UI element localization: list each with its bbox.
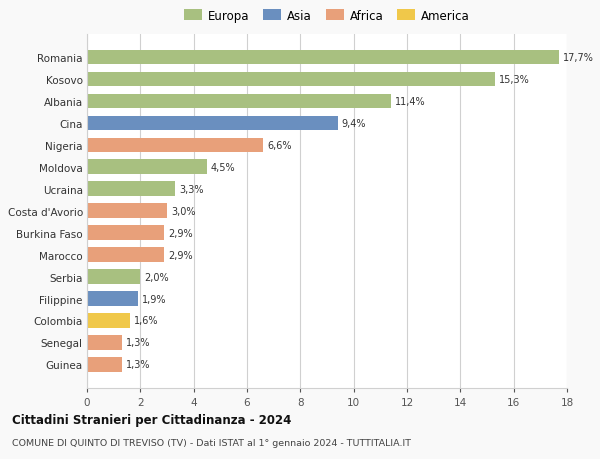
Bar bbox=[87, 50, 559, 65]
Bar bbox=[87, 248, 164, 262]
Text: 1,3%: 1,3% bbox=[125, 360, 150, 369]
Text: 1,3%: 1,3% bbox=[125, 338, 150, 348]
Bar bbox=[87, 182, 175, 196]
Text: 9,4%: 9,4% bbox=[341, 118, 366, 129]
Text: 11,4%: 11,4% bbox=[395, 96, 425, 106]
Bar bbox=[87, 336, 122, 350]
Bar bbox=[87, 292, 137, 306]
Text: 1,9%: 1,9% bbox=[142, 294, 166, 304]
Text: 6,6%: 6,6% bbox=[267, 140, 292, 151]
Bar bbox=[87, 204, 167, 218]
Text: Cittadini Stranieri per Cittadinanza - 2024: Cittadini Stranieri per Cittadinanza - 2… bbox=[12, 413, 292, 426]
Bar bbox=[87, 95, 391, 109]
Bar bbox=[87, 138, 263, 152]
Bar bbox=[87, 226, 164, 240]
Text: 15,3%: 15,3% bbox=[499, 74, 530, 84]
Bar bbox=[87, 270, 140, 284]
Text: COMUNE DI QUINTO DI TREVISO (TV) - Dati ISTAT al 1° gennaio 2024 - TUTTITALIA.IT: COMUNE DI QUINTO DI TREVISO (TV) - Dati … bbox=[12, 438, 411, 448]
Text: 3,0%: 3,0% bbox=[171, 206, 196, 216]
Bar bbox=[87, 358, 122, 372]
Text: 2,9%: 2,9% bbox=[169, 250, 193, 260]
Text: 17,7%: 17,7% bbox=[563, 53, 594, 62]
Text: 2,0%: 2,0% bbox=[145, 272, 169, 282]
Legend: Europa, Asia, Africa, America: Europa, Asia, Africa, America bbox=[182, 7, 472, 25]
Bar bbox=[87, 116, 338, 130]
Bar bbox=[87, 73, 495, 87]
Text: 1,6%: 1,6% bbox=[134, 316, 158, 326]
Text: 4,5%: 4,5% bbox=[211, 162, 236, 172]
Bar bbox=[87, 313, 130, 328]
Bar bbox=[87, 160, 207, 174]
Text: 2,9%: 2,9% bbox=[169, 228, 193, 238]
Text: 3,3%: 3,3% bbox=[179, 184, 203, 194]
